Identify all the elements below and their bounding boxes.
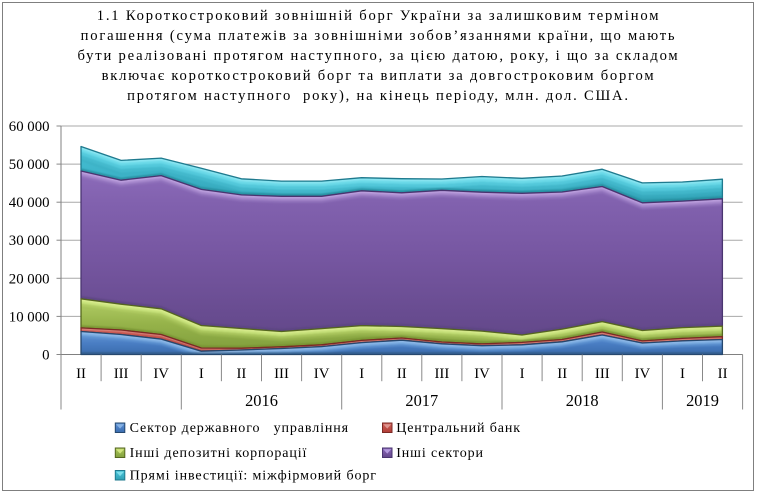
svg-text:0: 0 [42, 348, 49, 364]
svg-text:Прямі інвестиції: міжфірмовий: Прямі інвестиції: міжфірмовий борг [130, 469, 377, 484]
svg-text:2016: 2016 [245, 391, 278, 410]
svg-text:I: I [359, 366, 364, 382]
svg-text:40 000: 40 000 [9, 195, 50, 211]
svg-text:2017: 2017 [405, 391, 438, 410]
svg-text:III: III [435, 366, 450, 382]
svg-text:IV: IV [153, 366, 169, 382]
svg-text:50 000: 50 000 [9, 157, 50, 173]
svg-text:IV: IV [314, 366, 330, 382]
svg-text:30 000: 30 000 [9, 233, 50, 249]
svg-text:2019: 2019 [686, 391, 719, 410]
svg-text:2018: 2018 [566, 391, 599, 410]
svg-text:II: II [397, 366, 407, 382]
svg-text:Центральний банк: Центральний банк [396, 421, 521, 436]
svg-text:I: I [680, 366, 685, 382]
svg-text:II: II [236, 366, 246, 382]
svg-text:20 000: 20 000 [9, 271, 50, 287]
svg-text:I: I [520, 366, 525, 382]
svg-text:Сектор державного управління: Сектор державного управління [130, 421, 349, 436]
svg-text:10 000: 10 000 [9, 309, 50, 325]
svg-text:IV: IV [474, 366, 490, 382]
svg-text:Інші сектори: Інші сектори [396, 446, 484, 461]
svg-text:III: III [114, 366, 129, 382]
svg-text:60 000: 60 000 [9, 119, 50, 135]
svg-text:III: III [595, 366, 610, 382]
svg-text:Інші депозитні корпорації: Інші депозитні корпорації [130, 446, 308, 461]
svg-text:II: II [76, 366, 86, 382]
svg-text:III: III [274, 366, 289, 382]
svg-text:IV: IV [635, 366, 651, 382]
svg-text:I: I [199, 366, 204, 382]
svg-text:II: II [718, 366, 728, 382]
svg-text:II: II [557, 366, 567, 382]
